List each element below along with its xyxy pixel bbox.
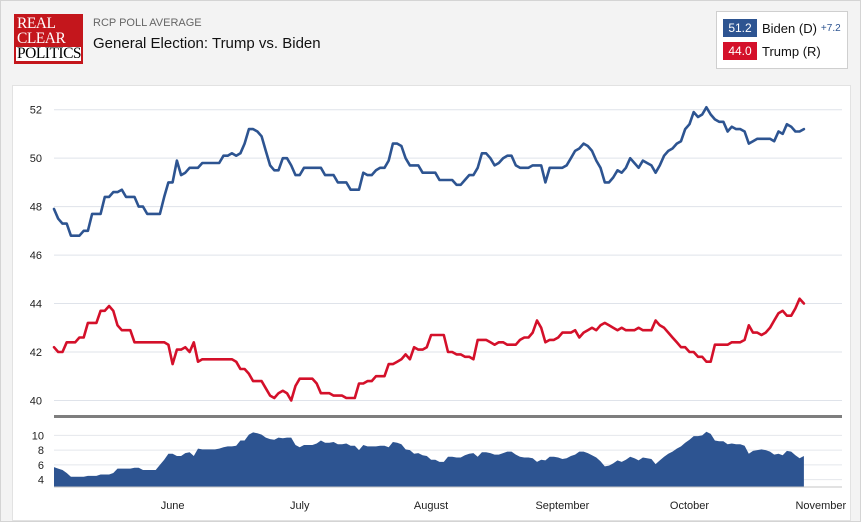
spread-area bbox=[54, 431, 804, 487]
logo-line-politics: POLITICS bbox=[16, 45, 82, 62]
trump-label: Trump (R) bbox=[762, 43, 821, 59]
panel-separator bbox=[54, 415, 842, 418]
y-tick-label: 48 bbox=[30, 202, 42, 214]
legend-item-trump[interactable]: 44.0 Trump (R) bbox=[723, 42, 821, 60]
biden-value-badge: 51.2 bbox=[723, 19, 757, 37]
chart-kicker: RCP POLL AVERAGE bbox=[93, 17, 202, 29]
y-tick-label: 44 bbox=[30, 299, 42, 311]
legend: 51.2 Biden (D) +7.2 44.0 Trump (R) bbox=[716, 11, 848, 69]
y-tick-label: 46 bbox=[30, 250, 42, 262]
biden-line bbox=[52, 105, 806, 237]
logo-line-clear: CLEAR bbox=[17, 30, 66, 47]
spread-tick-label: 6 bbox=[38, 460, 44, 472]
spread-tick-label: 8 bbox=[38, 445, 44, 457]
x-tick-label: July bbox=[290, 500, 310, 512]
x-tick-label: November bbox=[795, 500, 846, 512]
spread-tick-label: 4 bbox=[38, 475, 44, 487]
y-tick-label: 40 bbox=[30, 395, 42, 407]
y-tick-label: 52 bbox=[30, 105, 42, 117]
trump-value-badge: 44.0 bbox=[723, 42, 757, 60]
x-tick-label: September bbox=[535, 500, 589, 512]
legend-item-biden[interactable]: 51.2 Biden (D) +7.2 bbox=[723, 19, 841, 37]
plot-area: 40 42 44 46 48 50 52 4 6 8 10 June July August Septemb… bbox=[12, 85, 851, 521]
x-tick-label: October bbox=[670, 500, 709, 512]
y-tick-label: 42 bbox=[30, 347, 42, 359]
y-tick-label: 50 bbox=[30, 153, 42, 165]
spread-tick-label: 10 bbox=[32, 430, 44, 442]
trump-line bbox=[52, 297, 806, 402]
rcp-logo[interactable]: REAL CLEAR POLITICS bbox=[14, 14, 83, 64]
biden-label: Biden (D) bbox=[762, 20, 817, 36]
biden-spread: +7.2 bbox=[820, 22, 841, 34]
x-tick-label: June bbox=[161, 500, 185, 512]
chart-title: General Election: Trump vs. Biden bbox=[93, 35, 321, 52]
x-tick-label: August bbox=[414, 500, 448, 512]
logo-line-real: REAL bbox=[17, 15, 56, 32]
